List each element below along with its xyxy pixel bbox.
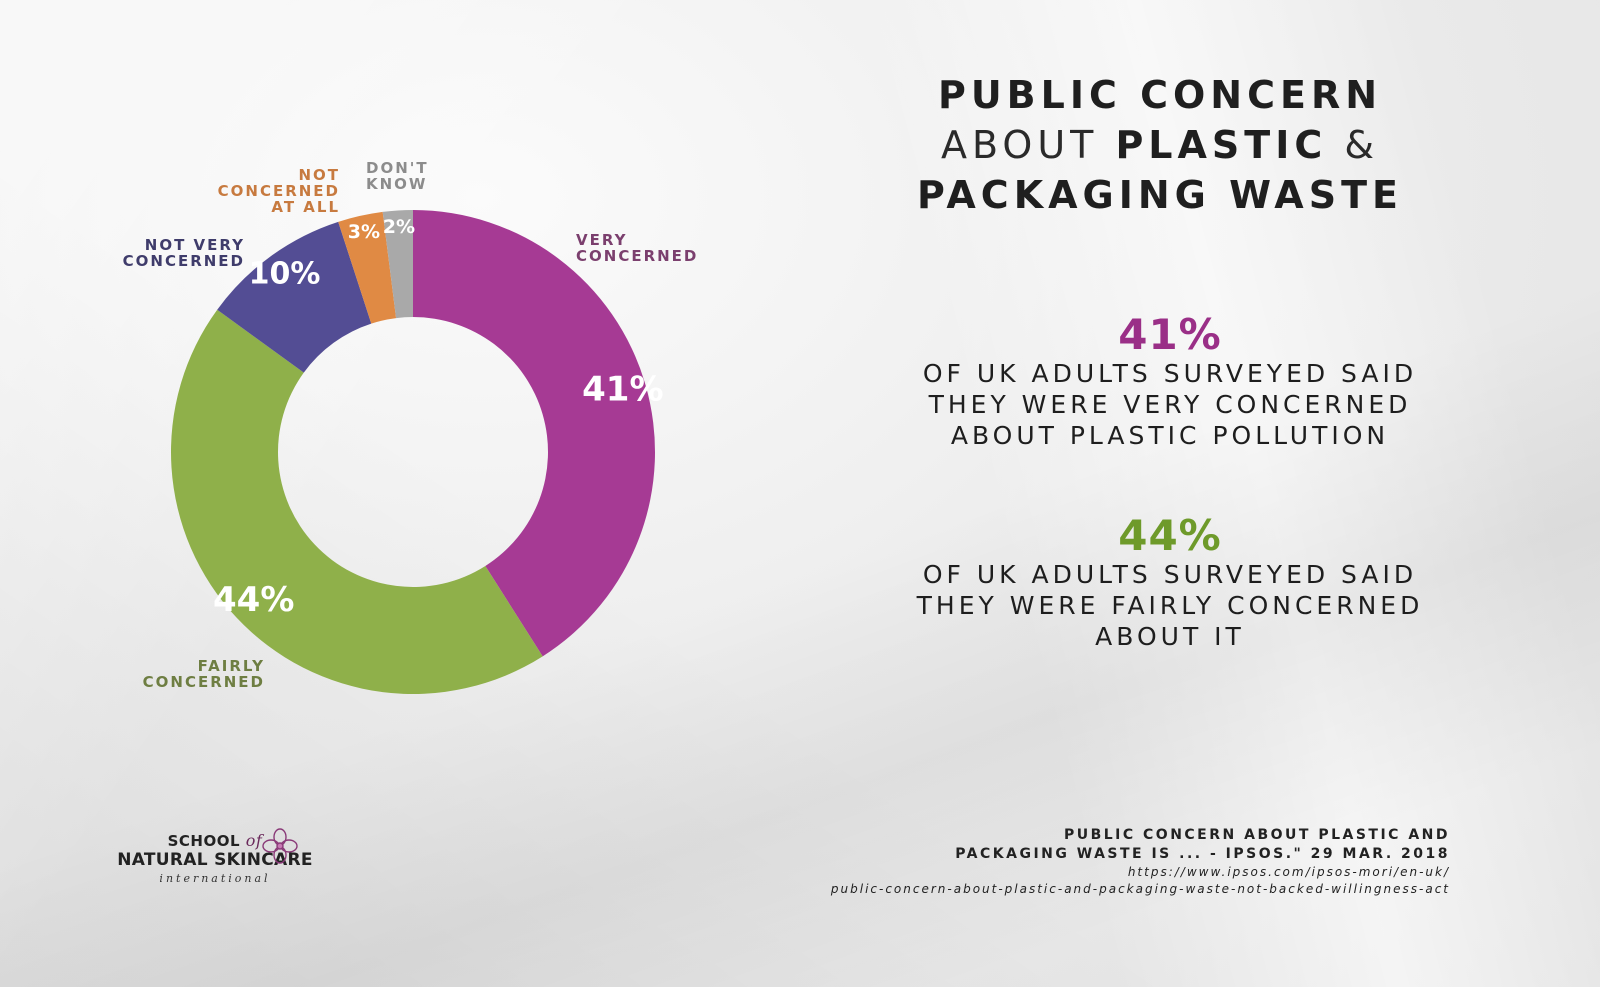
donut-chart: 41% 44% 10% 3% 2%: [171, 210, 663, 694]
category-label-very-concerned: VERY CONCERNED: [576, 231, 699, 265]
title-line-2-bold: PLASTIC: [1115, 123, 1328, 167]
stat-description: OF UK ADULTS SURVEYED SAID THEY WERE FAI…: [916, 560, 1424, 651]
title-line-3: PACKAGING WASTE: [917, 173, 1403, 217]
value-label-not-concerned-at-all: 3%: [348, 221, 380, 243]
category-label-not-concerned-at-all: NOT CONCERNED AT ALL: [217, 166, 340, 216]
stat-fairly-concerned: 44% OF UK ADULTS SURVEYED SAID THEY WERE…: [850, 513, 1490, 652]
title-line-2-light: ABOUT: [941, 123, 1116, 167]
stat-very-concerned: 41% OF UK ADULTS SURVEYED SAID THEY WERE…: [850, 312, 1490, 451]
page-title: PUBLIC CONCERN ABOUT PLASTIC & PACKAGING…: [880, 70, 1440, 220]
donut-slice-very-concerned: [413, 210, 655, 657]
title-line-1: PUBLIC CONCERN: [937, 73, 1383, 117]
stat-value: 44%: [1118, 511, 1222, 560]
source-url[interactable]: https://www.ipsos.com/ipsos-mori/en-uk/ …: [830, 865, 1450, 896]
category-label-dont-know: DON'T KNOW: [366, 159, 429, 193]
logo-line-2: NATURAL SKINCARE: [117, 850, 313, 870]
stat-description: OF UK ADULTS SURVEYED SAID THEY WERE VER…: [922, 359, 1418, 450]
flower-icon: [262, 828, 298, 864]
title-line-2-amp: &: [1327, 123, 1379, 167]
title-line-2: ABOUT PLASTIC &: [880, 120, 1440, 170]
category-label-not-very-concerned: NOT VERY CONCERNED: [122, 236, 245, 270]
donut-slice-not-very-concerned: [217, 221, 372, 373]
logo-line-3: international: [159, 872, 271, 885]
value-label-not-very-concerned: 10%: [249, 257, 321, 292]
value-label-dont-know: 2%: [383, 216, 415, 238]
category-label-fairly-concerned: FAIRLY CONCERNED: [142, 657, 265, 691]
logo-line-1: SCHOOL of: [167, 831, 263, 851]
donut-slice-fairly-concerned: [171, 309, 543, 694]
donut-slice-not-concerned-at-all: [338, 211, 397, 324]
value-label-fairly-concerned: 44%: [213, 580, 294, 620]
value-label-very-concerned: 41%: [582, 370, 663, 410]
source-citation: PUBLIC CONCERN ABOUT PLASTIC AND PACKAGI…: [831, 826, 1450, 898]
stat-value: 41%: [1118, 310, 1222, 359]
donut-slice-dont-know: [382, 210, 413, 319]
logo: SCHOOL of NATURAL SKINCARE international: [110, 828, 320, 902]
source-title: PUBLIC CONCERN ABOUT PLASTIC AND PACKAGI…: [955, 827, 1450, 862]
